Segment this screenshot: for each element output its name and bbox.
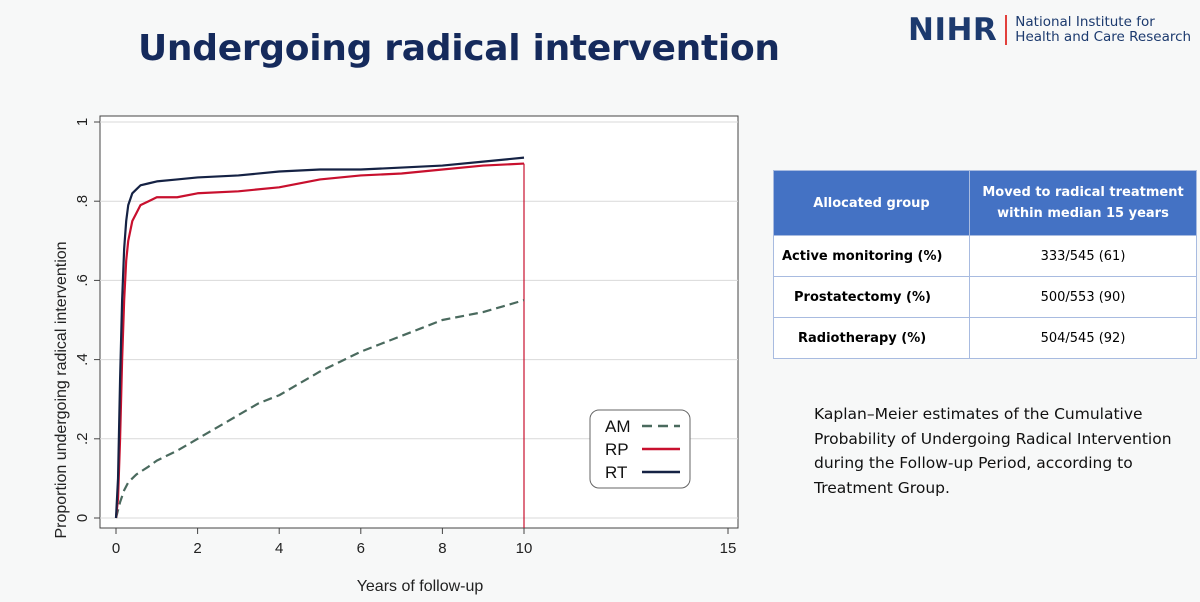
table-header-row: Allocated group Moved to radical treatme… bbox=[773, 170, 1197, 236]
km-chart: 0 2 4 6 8 10 15 0.2.4.6.8 1 Years of follow-up … bbox=[0, 100, 760, 602]
legend-label-am: AM bbox=[605, 417, 631, 436]
y-tick-label: .6 bbox=[74, 274, 91, 287]
table-cell-value: 504/545 (92) bbox=[969, 317, 1197, 359]
x-tick-label: 15 bbox=[720, 540, 737, 557]
logo-line-2: Health and Care Research bbox=[1015, 29, 1192, 45]
x-tick-label: 8 bbox=[438, 540, 446, 557]
x-tick-label: 4 bbox=[275, 540, 283, 557]
logo-text: National Institute for Health and Care R… bbox=[1015, 15, 1191, 45]
km-chart-svg: 0 2 4 6 8 10 15 0.2.4.6.81 Years of follow-up … bbox=[53, 115, 739, 595]
legend-label-rt: RT bbox=[605, 463, 627, 482]
nihr-logo: NIHR National Institute for Health and C… bbox=[908, 12, 1191, 48]
y-tick-label: .4 bbox=[74, 353, 91, 366]
table-row: Radiotherapy (%) 504/545 (92) bbox=[773, 317, 1197, 359]
x-tick-label: 6 bbox=[357, 540, 365, 557]
summary-table: Allocated group Moved to radical treatme… bbox=[773, 170, 1197, 359]
x-tick-label: 10 bbox=[516, 540, 533, 557]
series-line-am bbox=[114, 299, 525, 519]
x-tick-label: 2 bbox=[193, 540, 201, 557]
y-axis-label: Proportion undergoing radical interventi… bbox=[53, 241, 70, 538]
table-cell-value: 333/545 (61) bbox=[969, 235, 1197, 277]
table-row: Active monitoring (%) 333/545 (61) bbox=[773, 235, 1197, 277]
header-allocated-group: Allocated group bbox=[773, 170, 970, 236]
series-line-rp bbox=[114, 162, 525, 519]
header-moved-to-radical: Moved to radical treatment within median… bbox=[969, 170, 1197, 236]
slide-title: Undergoing radical intervention bbox=[138, 28, 780, 69]
table-cell-group: Radiotherapy (%) bbox=[773, 317, 970, 359]
chart-caption: Kaplan–Meier estimates of the Cumulative… bbox=[814, 405, 1172, 497]
y-tick-label: 1 bbox=[74, 118, 91, 126]
logo-line-1: National Institute for bbox=[1015, 14, 1155, 30]
legend-box bbox=[589, 409, 691, 489]
x-tick-label: 0 bbox=[112, 540, 120, 557]
logo-mark: NIHR bbox=[908, 12, 998, 48]
table-cell-value: 500/553 (90) bbox=[969, 276, 1197, 318]
x-axis-label: Years of follow-up bbox=[357, 578, 484, 595]
y-tick-label: .2 bbox=[74, 433, 91, 446]
legend: AM RP RT bbox=[589, 409, 691, 489]
y-tick-label: 0 bbox=[74, 514, 91, 522]
table-cell-group: Prostatectomy (%) bbox=[773, 276, 970, 318]
logo-divider bbox=[1005, 15, 1008, 45]
legend-label-rp: RP bbox=[605, 440, 629, 459]
series-line-rt bbox=[114, 156, 525, 519]
table-cell-group: Active monitoring (%) bbox=[773, 235, 970, 277]
y-tick-label: .8 bbox=[74, 195, 91, 208]
table-row: Prostatectomy (%) 500/553 (90) bbox=[773, 276, 1197, 318]
